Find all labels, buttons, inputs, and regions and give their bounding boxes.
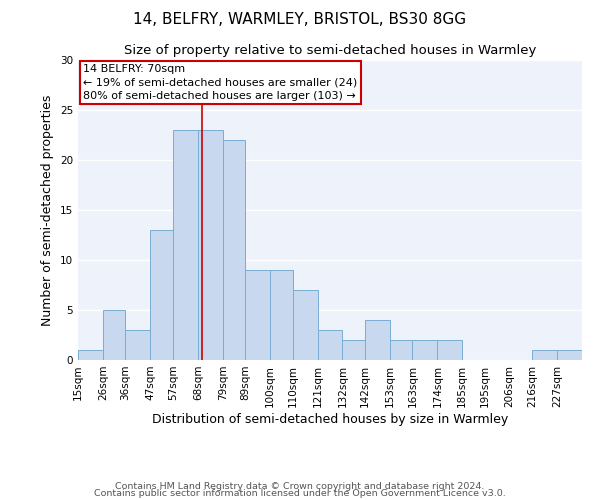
Bar: [317, 330, 343, 360]
Text: 14 BELFRY: 70sqm
← 19% of semi-detached houses are smaller (24)
80% of semi-deta: 14 BELFRY: 70sqm ← 19% of semi-detached …: [83, 64, 357, 101]
Text: Contains public sector information licensed under the Open Government Licence v3: Contains public sector information licen…: [94, 490, 506, 498]
Bar: [103, 310, 125, 360]
Bar: [270, 270, 293, 360]
Bar: [173, 130, 198, 360]
Bar: [390, 340, 412, 360]
Bar: [412, 340, 437, 360]
Y-axis label: Number of semi-detached properties: Number of semi-detached properties: [41, 94, 55, 326]
Text: Contains HM Land Registry data © Crown copyright and database right 2024.: Contains HM Land Registry data © Crown c…: [115, 482, 485, 491]
Bar: [343, 340, 365, 360]
Bar: [245, 270, 270, 360]
Bar: [437, 340, 462, 360]
Bar: [223, 140, 245, 360]
Text: 14, BELFRY, WARMLEY, BRISTOL, BS30 8GG: 14, BELFRY, WARMLEY, BRISTOL, BS30 8GG: [133, 12, 467, 28]
Bar: [78, 350, 103, 360]
Bar: [293, 290, 317, 360]
Bar: [365, 320, 390, 360]
Title: Size of property relative to semi-detached houses in Warmley: Size of property relative to semi-detach…: [124, 44, 536, 58]
Bar: [151, 230, 173, 360]
Bar: [557, 350, 582, 360]
X-axis label: Distribution of semi-detached houses by size in Warmley: Distribution of semi-detached houses by …: [152, 412, 508, 426]
Bar: [125, 330, 151, 360]
Bar: [198, 130, 223, 360]
Bar: [532, 350, 557, 360]
